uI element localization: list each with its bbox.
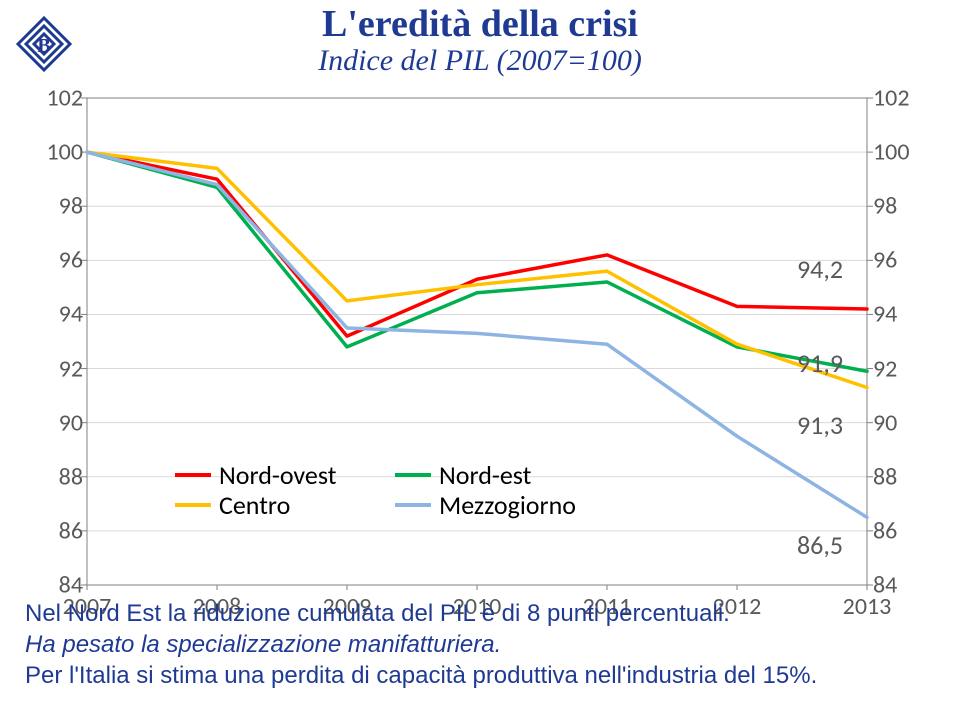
- y-axis-tick-right: 94: [873, 300, 897, 329]
- y-axis-tick-left: 98: [59, 192, 83, 221]
- gdp-index-line-chart: Nord-ovest Nord-est Centro Mezzogiorno 8…: [25, 90, 935, 590]
- legend-swatch-nord-est: [395, 473, 431, 477]
- y-axis-tick-right: 88: [873, 462, 897, 491]
- summary-text: Nel Nord Est la riduzione cumulata del P…: [25, 598, 935, 692]
- legend-item-nord-ovest: Nord-ovest: [175, 460, 395, 490]
- y-axis-tick-right: 96: [873, 246, 897, 275]
- legend-item-centro: Centro: [175, 490, 395, 520]
- series-end-label: 91,9: [797, 347, 843, 379]
- y-axis-tick-left: 96: [59, 246, 83, 275]
- legend-swatch-mezzogiorno: [395, 503, 431, 507]
- legend-label-nord-est: Nord-est: [439, 459, 531, 491]
- legend-label-centro: Centro: [219, 489, 290, 521]
- y-axis-tick-left: 100: [47, 138, 84, 167]
- series-end-label: 91,3: [797, 409, 843, 441]
- y-axis-tick-left: 92: [59, 354, 83, 383]
- y-axis-tick-left: 86: [59, 516, 83, 545]
- legend-swatch-centro: [175, 503, 211, 507]
- legend-item-nord-est: Nord-est: [395, 460, 615, 490]
- title-line1: L'eredità della crisi: [0, 2, 960, 46]
- series-end-label: 94,2: [797, 253, 843, 285]
- y-axis-tick-right: 102: [873, 84, 910, 113]
- chart-legend: Nord-ovest Nord-est Centro Mezzogiorno: [175, 460, 615, 520]
- title-subtitle: Indice del PIL (2007=100): [0, 44, 960, 78]
- series-end-label: 86,5: [797, 529, 843, 561]
- y-axis-tick-left: 88: [59, 462, 83, 491]
- y-axis-tick-right: 86: [873, 516, 897, 545]
- summary-line-2: Ha pesato la specializzazione manifattur…: [25, 629, 935, 660]
- legend-item-mezzogiorno: Mezzogiorno: [395, 490, 615, 520]
- summary-line-1: Nel Nord Est la riduzione cumulata del P…: [25, 598, 935, 629]
- y-axis-tick-right: 100: [873, 138, 910, 167]
- chart-title: L'eredità della crisi Indice del PIL (20…: [0, 2, 960, 78]
- legend-label-nord-ovest: Nord-ovest: [219, 459, 336, 491]
- legend-swatch-nord-ovest: [175, 473, 211, 477]
- y-axis-tick-right: 90: [873, 408, 897, 437]
- y-axis-tick-right: 92: [873, 354, 897, 383]
- y-axis-tick-left: 94: [59, 300, 83, 329]
- y-axis-tick-left: 102: [47, 84, 84, 113]
- y-axis-tick-left: 90: [59, 408, 83, 437]
- legend-label-mezzogiorno: Mezzogiorno: [439, 489, 576, 521]
- y-axis-tick-right: 98: [873, 192, 897, 221]
- summary-line-3: Per l'Italia si stima una perdita di cap…: [25, 660, 935, 691]
